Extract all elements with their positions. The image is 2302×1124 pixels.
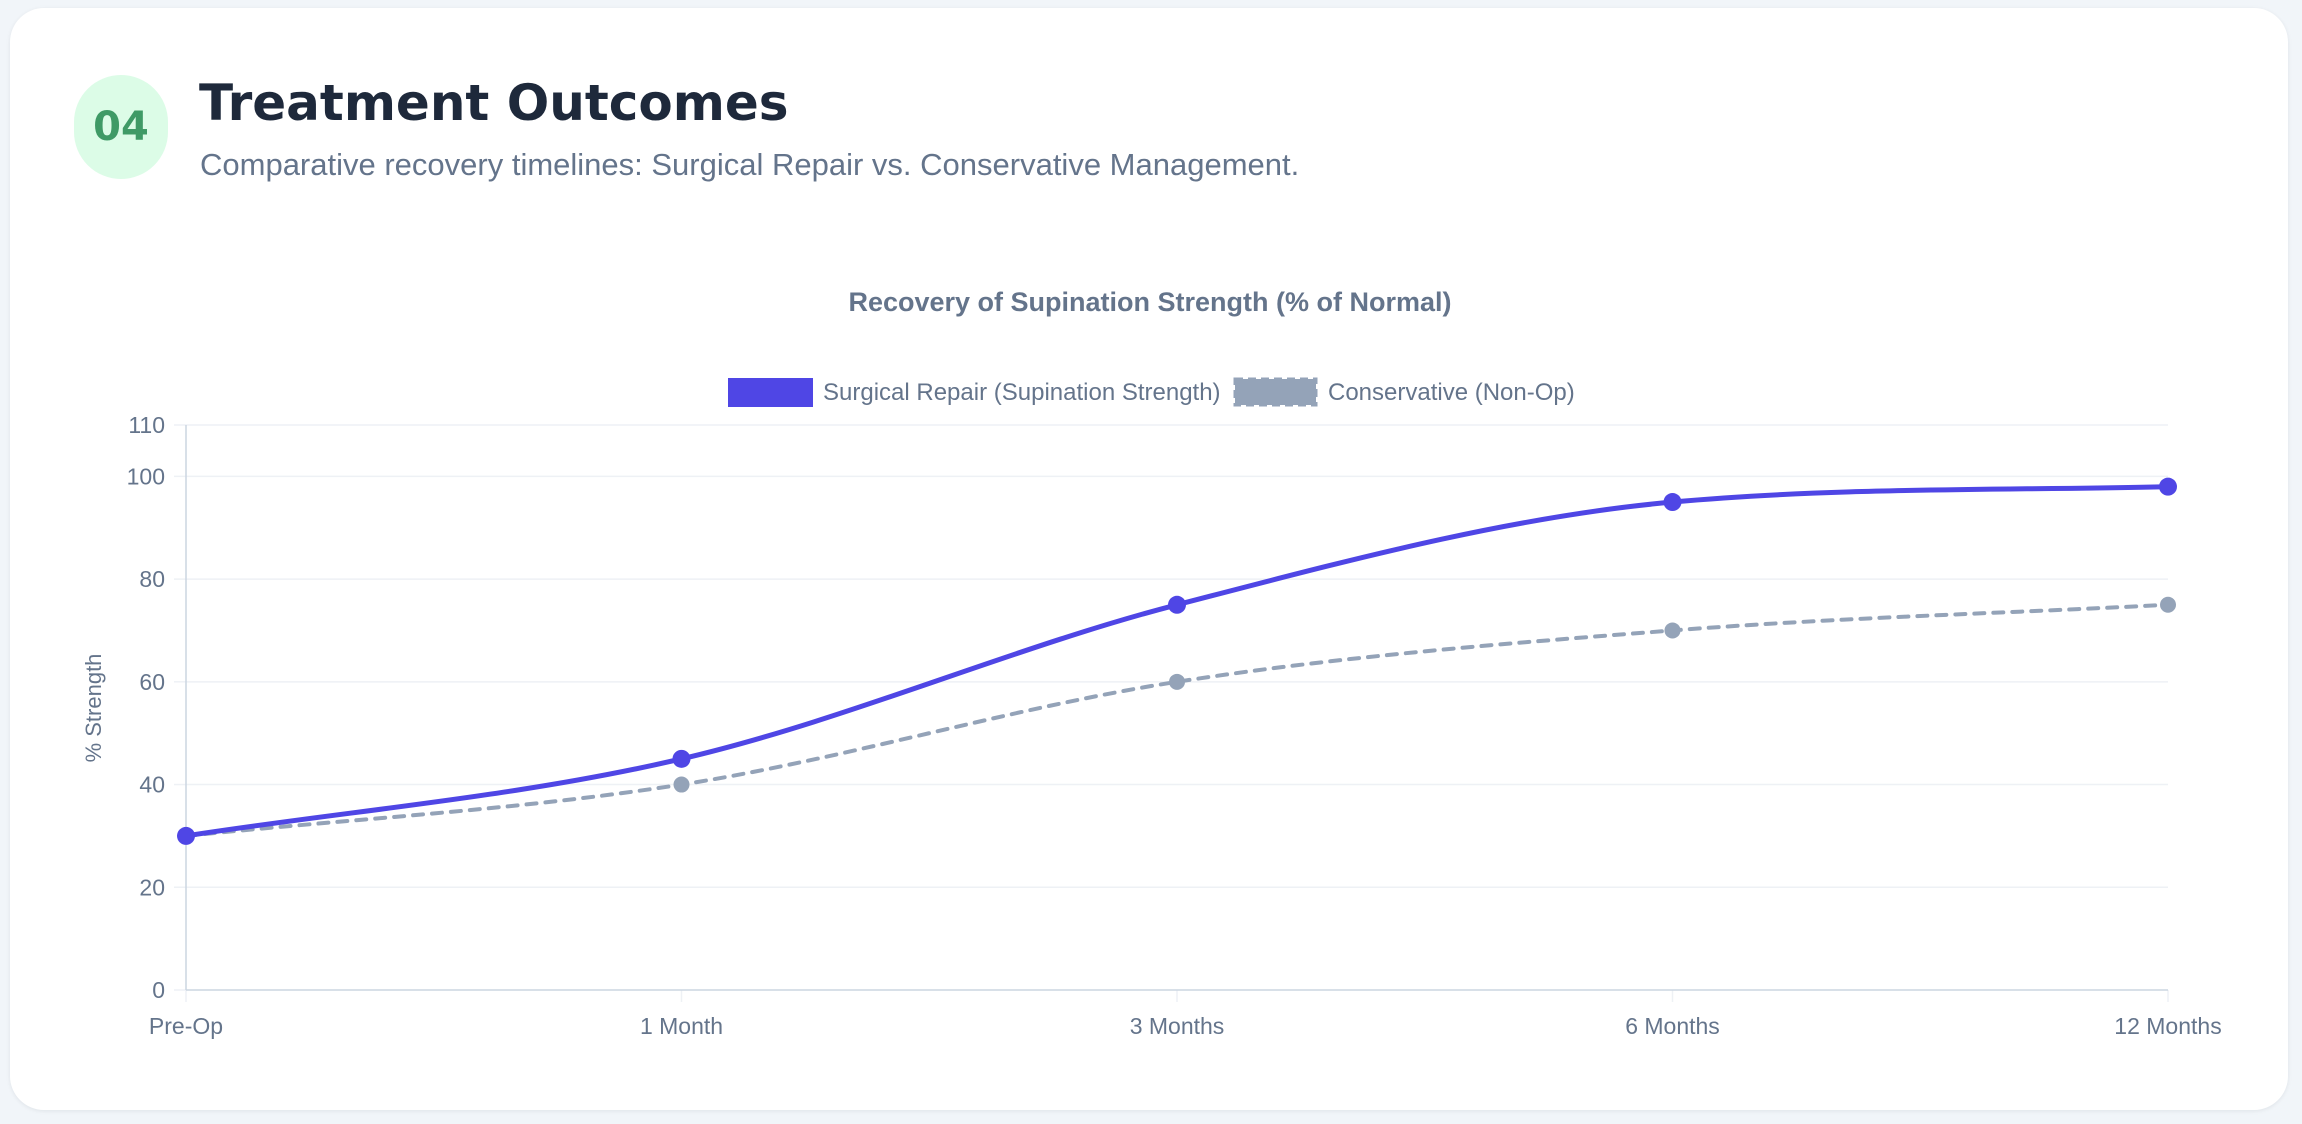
x-tick-label-0: Pre-Op bbox=[149, 1013, 223, 1039]
point-conservative-2[interactable] bbox=[1169, 673, 1185, 690]
y-tick-label-60: 60 bbox=[139, 669, 165, 695]
legend-item-conservative[interactable]: Conservative (Non-Op) bbox=[1233, 377, 1575, 407]
y-tick-label-80: 80 bbox=[139, 566, 165, 592]
point-surgical-3[interactable] bbox=[1663, 493, 1682, 512]
treatment-outcomes-card: 04 Treatment Outcomes Comparative recove… bbox=[10, 8, 2288, 1110]
section-subtitle: Comparative recovery timelines: Surgical… bbox=[200, 147, 1300, 182]
x-tick-label-2: 3 Months bbox=[1130, 1013, 1225, 1039]
point-surgical-1[interactable] bbox=[672, 749, 691, 768]
point-conservative-3[interactable] bbox=[1664, 622, 1681, 639]
legend-swatch-conservative bbox=[1233, 377, 1318, 407]
point-surgical-4[interactable] bbox=[2159, 477, 2177, 496]
series-line-conservative[interactable] bbox=[184, 602, 2170, 838]
y-tick-label-0: 0 bbox=[152, 977, 165, 1003]
legend-label-surgical: Surgical Repair (Supination Strength) bbox=[823, 379, 1221, 406]
y-tick-label-40: 40 bbox=[139, 772, 165, 798]
y-tick-label-110: 110 bbox=[128, 412, 165, 438]
chart-title: Recovery of Supination Strength (% of No… bbox=[848, 287, 1451, 317]
series-conservative bbox=[178, 596, 2176, 844]
point-surgical-0[interactable] bbox=[177, 826, 195, 845]
x-tick-label-4: 12 Months bbox=[2114, 1013, 2221, 1039]
legend-swatch-surgical bbox=[728, 378, 813, 407]
point-conservative-4[interactable] bbox=[2160, 596, 2176, 613]
x-tick-label-1: 1 Month bbox=[640, 1013, 723, 1039]
y-axis-label: % Strength bbox=[81, 654, 106, 763]
section-title: Treatment Outcomes bbox=[199, 74, 789, 132]
x-tick-label-3: 6 Months bbox=[1625, 1013, 1720, 1039]
series-surgical bbox=[177, 477, 2177, 845]
chart-series bbox=[177, 477, 2177, 845]
chart-legend: Surgical Repair (Supination Strength) Co… bbox=[728, 377, 1575, 407]
legend-item-surgical[interactable]: Surgical Repair (Supination Strength) bbox=[728, 378, 1221, 407]
y-tick-label-100: 100 bbox=[127, 463, 165, 489]
x-axis-ticks: Pre-Op 1 Month 3 Months 6 Months 12 Months bbox=[149, 990, 2222, 1039]
y-axis-ticks: 0 20 40 60 80 100 110 bbox=[127, 412, 186, 1003]
chart-gridlines bbox=[186, 424, 2168, 889]
y-tick-label-20: 20 bbox=[139, 874, 165, 900]
series-line-surgical[interactable] bbox=[183, 484, 2171, 839]
point-surgical-2[interactable] bbox=[1168, 595, 1186, 614]
point-conservative-1[interactable] bbox=[673, 776, 690, 793]
legend-label-conservative: Conservative (Non-Op) bbox=[1328, 379, 1575, 406]
section-number-badge: 04 bbox=[74, 75, 168, 179]
